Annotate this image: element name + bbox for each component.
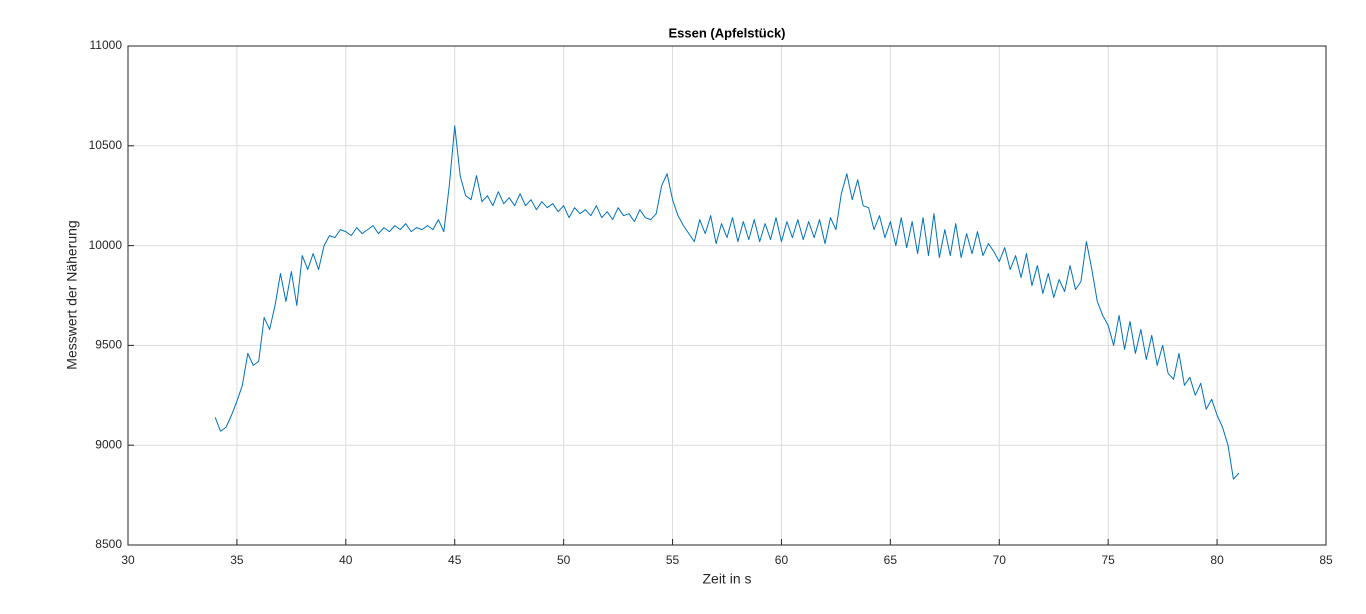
x-tick-label: 65 [884,553,898,567]
data-line [214,125,1240,480]
x-tick-label: 30 [121,553,135,567]
x-tick-label: 80 [1210,553,1224,567]
x-tick-label: 55 [666,553,680,567]
chart-title: Essen (Apfelstück) [668,25,785,40]
x-tick-label: 75 [1102,553,1116,567]
y-tick-label: 11000 [90,38,123,52]
plot-area [214,125,1240,480]
x-tick-label: 45 [448,553,462,567]
y-tick-label: 9000 [95,437,122,451]
x-tick-label: 35 [230,553,244,567]
y-axis-label: Messwert der Näherung [64,220,80,369]
y-tick-label: 8500 [95,537,122,551]
x-tick-label: 50 [557,553,571,567]
y-tick-label: 9500 [95,338,122,352]
x-tick-label: 70 [993,553,1007,567]
x-tick-label: 40 [339,553,353,567]
axes-box [127,45,1327,546]
x-tick-label: 60 [775,553,789,567]
y-tick-label: 10500 [89,138,123,152]
x-tick-label: 85 [1319,553,1333,567]
y-tick-label: 10000 [89,238,123,252]
x-axis-label: Zeit in s [702,571,751,587]
